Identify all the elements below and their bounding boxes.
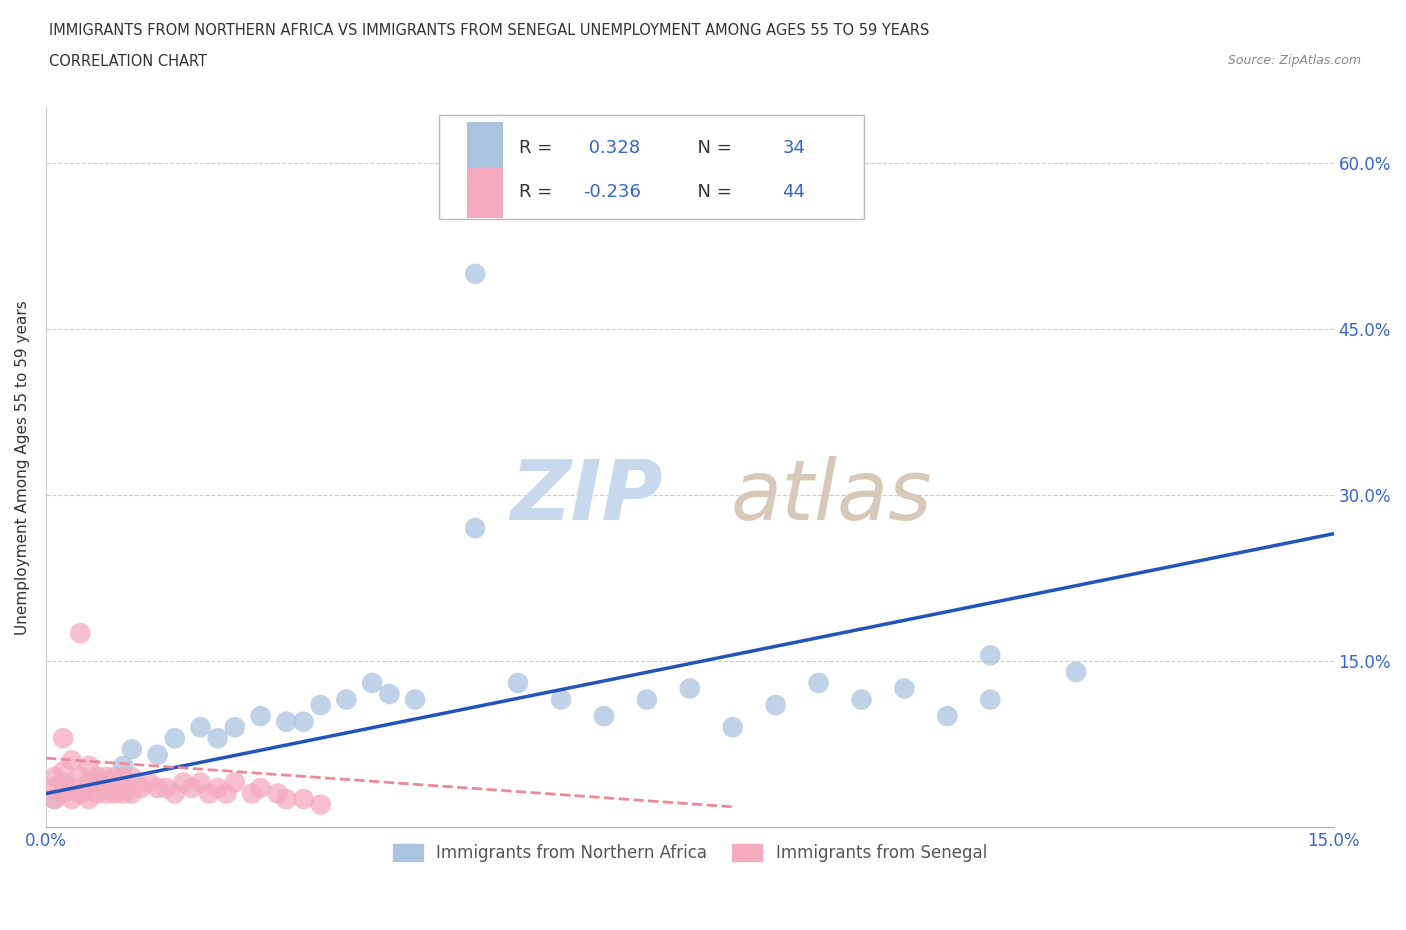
Point [267,786,290,801]
Point [94,769,117,784]
Point [163,786,186,801]
Point [224,720,246,735]
Point [112,786,135,801]
Point [851,692,873,707]
Point [121,769,143,784]
Point [249,780,271,795]
Point [335,692,357,707]
Point [198,786,221,801]
Point [44,780,66,795]
Point [69,786,91,801]
Point [807,675,830,690]
Point [52,786,75,801]
FancyBboxPatch shape [439,115,863,219]
Point [679,681,702,696]
Point [52,775,75,790]
Point [936,709,959,724]
Point [276,714,298,729]
Point [77,775,100,790]
Legend: Immigrants from Northern Africa, Immigrants from Senegal: Immigrants from Northern Africa, Immigra… [387,837,994,869]
Point [60,791,83,806]
Point [464,521,486,536]
Text: CORRELATION CHART: CORRELATION CHART [49,54,207,69]
Point [129,780,152,795]
Point [77,759,100,774]
Point [190,720,212,735]
Point [378,686,401,701]
Point [224,775,246,790]
Text: atlas: atlas [731,456,932,537]
Bar [467,167,503,218]
Bar [467,123,503,173]
Point [60,753,83,768]
Point [69,626,91,641]
Point [86,786,108,801]
Text: R =: R = [519,139,558,156]
Point [86,769,108,784]
Point [44,791,66,806]
Point [207,731,229,746]
Text: ZIP: ZIP [510,456,664,537]
Text: -0.236: -0.236 [583,183,641,202]
Point [155,780,177,795]
Point [636,692,658,707]
Point [765,698,787,712]
Text: N =: N = [686,139,737,156]
Point [979,648,1001,663]
Point [292,714,315,729]
Point [138,775,160,790]
Point [163,731,186,746]
Point [121,786,143,801]
Point [721,720,744,735]
Text: Source: ZipAtlas.com: Source: ZipAtlas.com [1227,54,1361,67]
Point [361,675,384,690]
Point [146,780,169,795]
Text: IMMIGRANTS FROM NORTHERN AFRICA VS IMMIGRANTS FROM SENEGAL UNEMPLOYMENT AMONG AG: IMMIGRANTS FROM NORTHERN AFRICA VS IMMIG… [49,23,929,38]
Text: 44: 44 [783,183,806,202]
Point [893,681,915,696]
Point [52,764,75,778]
Point [44,769,66,784]
Text: R =: R = [519,183,558,202]
Point [1064,664,1087,679]
Point [69,769,91,784]
Point [86,775,108,790]
Text: 34: 34 [783,139,806,156]
Point [77,791,100,806]
Point [121,742,143,757]
Point [112,769,135,784]
Point [69,786,91,801]
Point [404,692,426,707]
Point [215,786,238,801]
Point [276,791,298,806]
Point [94,786,117,801]
Point [52,731,75,746]
Text: 0.328: 0.328 [583,139,640,156]
Point [309,698,332,712]
Point [240,786,263,801]
Point [508,675,530,690]
Point [104,769,127,784]
Point [44,791,66,806]
Point [146,748,169,763]
Point [60,780,83,795]
Point [249,709,271,724]
Point [172,775,194,790]
Point [104,786,127,801]
Point [309,797,332,812]
Point [190,775,212,790]
Point [180,780,202,795]
Text: N =: N = [686,183,737,202]
Point [593,709,616,724]
Point [112,759,135,774]
Point [292,791,315,806]
Point [207,780,229,795]
Point [979,692,1001,707]
Y-axis label: Unemployment Among Ages 55 to 59 years: Unemployment Among Ages 55 to 59 years [15,300,30,635]
Point [464,266,486,281]
Point [550,692,572,707]
